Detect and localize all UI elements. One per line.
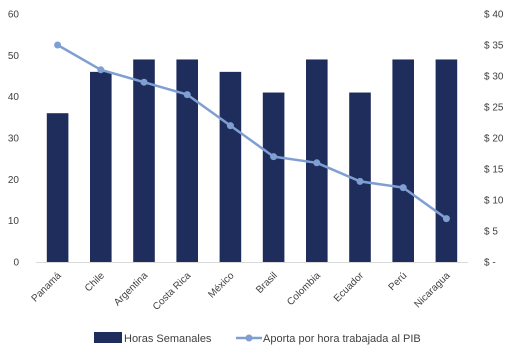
legend-label-bar: Horas Semanales xyxy=(124,333,212,345)
x-tick-label: Chile xyxy=(83,270,107,294)
right-tick-label: $ 5 xyxy=(484,227,498,238)
right-tick-label: $ 10 xyxy=(484,196,504,207)
left-tick-label: 30 xyxy=(8,134,20,145)
left-tick-label: 20 xyxy=(8,175,20,186)
x-tick-label: Ecuador xyxy=(332,270,367,305)
x-tick-label: Perú xyxy=(387,270,410,293)
x-tick-label: Nicaragua xyxy=(413,270,453,310)
right-tick-label: $ 25 xyxy=(484,103,504,114)
x-tick-label: Brasil xyxy=(254,270,279,295)
left-tick-label: 50 xyxy=(8,51,20,62)
line-point xyxy=(313,159,321,167)
legend-label-line: Aporta por hora trabajada al PIB xyxy=(263,333,421,345)
line-point xyxy=(356,177,364,185)
right-axis-ticks: $ - $ 5 $ 10 $ 15 $ 20 $ 25 $ 30 $ 35 $ 40 xyxy=(484,10,504,269)
line-series xyxy=(54,41,450,223)
line-point xyxy=(442,215,450,223)
left-tick-label: 0 xyxy=(13,258,19,269)
bar xyxy=(46,113,69,262)
bar xyxy=(392,59,414,262)
legend-swatch-bar xyxy=(94,332,122,343)
left-tick-label: 40 xyxy=(8,92,20,103)
line-point xyxy=(183,91,191,99)
bar xyxy=(90,71,112,262)
right-tick-label: $ 15 xyxy=(484,165,504,176)
legend-swatch-marker xyxy=(245,334,253,342)
bar xyxy=(349,92,371,263)
right-tick-label: $ 40 xyxy=(484,10,504,21)
bar-series xyxy=(46,59,458,263)
series-line xyxy=(56,43,448,220)
bar xyxy=(219,71,242,262)
right-tick-label: $ 20 xyxy=(484,134,504,145)
bar xyxy=(176,59,198,262)
x-tick-label: Panamá xyxy=(30,270,64,304)
right-tick-label: $ 30 xyxy=(484,72,504,83)
x-tick-label: Colombia xyxy=(285,270,323,308)
bar xyxy=(435,59,458,262)
line-point xyxy=(226,122,234,130)
x-tick-label: Costa Rica xyxy=(151,270,194,313)
line-point xyxy=(97,66,105,74)
right-tick-label: $ - xyxy=(484,258,496,269)
left-tick-label: 10 xyxy=(8,216,20,227)
line-point xyxy=(270,153,278,161)
line-point xyxy=(140,78,148,86)
line-point xyxy=(399,184,407,192)
legend: Horas Semanales Aporta por hora trabajad… xyxy=(94,332,421,345)
left-tick-label: 60 xyxy=(8,10,20,21)
line-point xyxy=(54,41,62,49)
x-tick-label: Argentina xyxy=(112,270,150,308)
right-tick-label: $ 35 xyxy=(484,41,504,52)
x-axis-ticks: Panamá Chile Argentina Costa Rica México Bras… xyxy=(30,270,453,313)
bar xyxy=(133,59,155,262)
left-axis-ticks: 0 10 20 30 40 50 60 xyxy=(8,10,20,269)
x-tick-label: México xyxy=(206,270,236,300)
bar xyxy=(262,92,285,263)
